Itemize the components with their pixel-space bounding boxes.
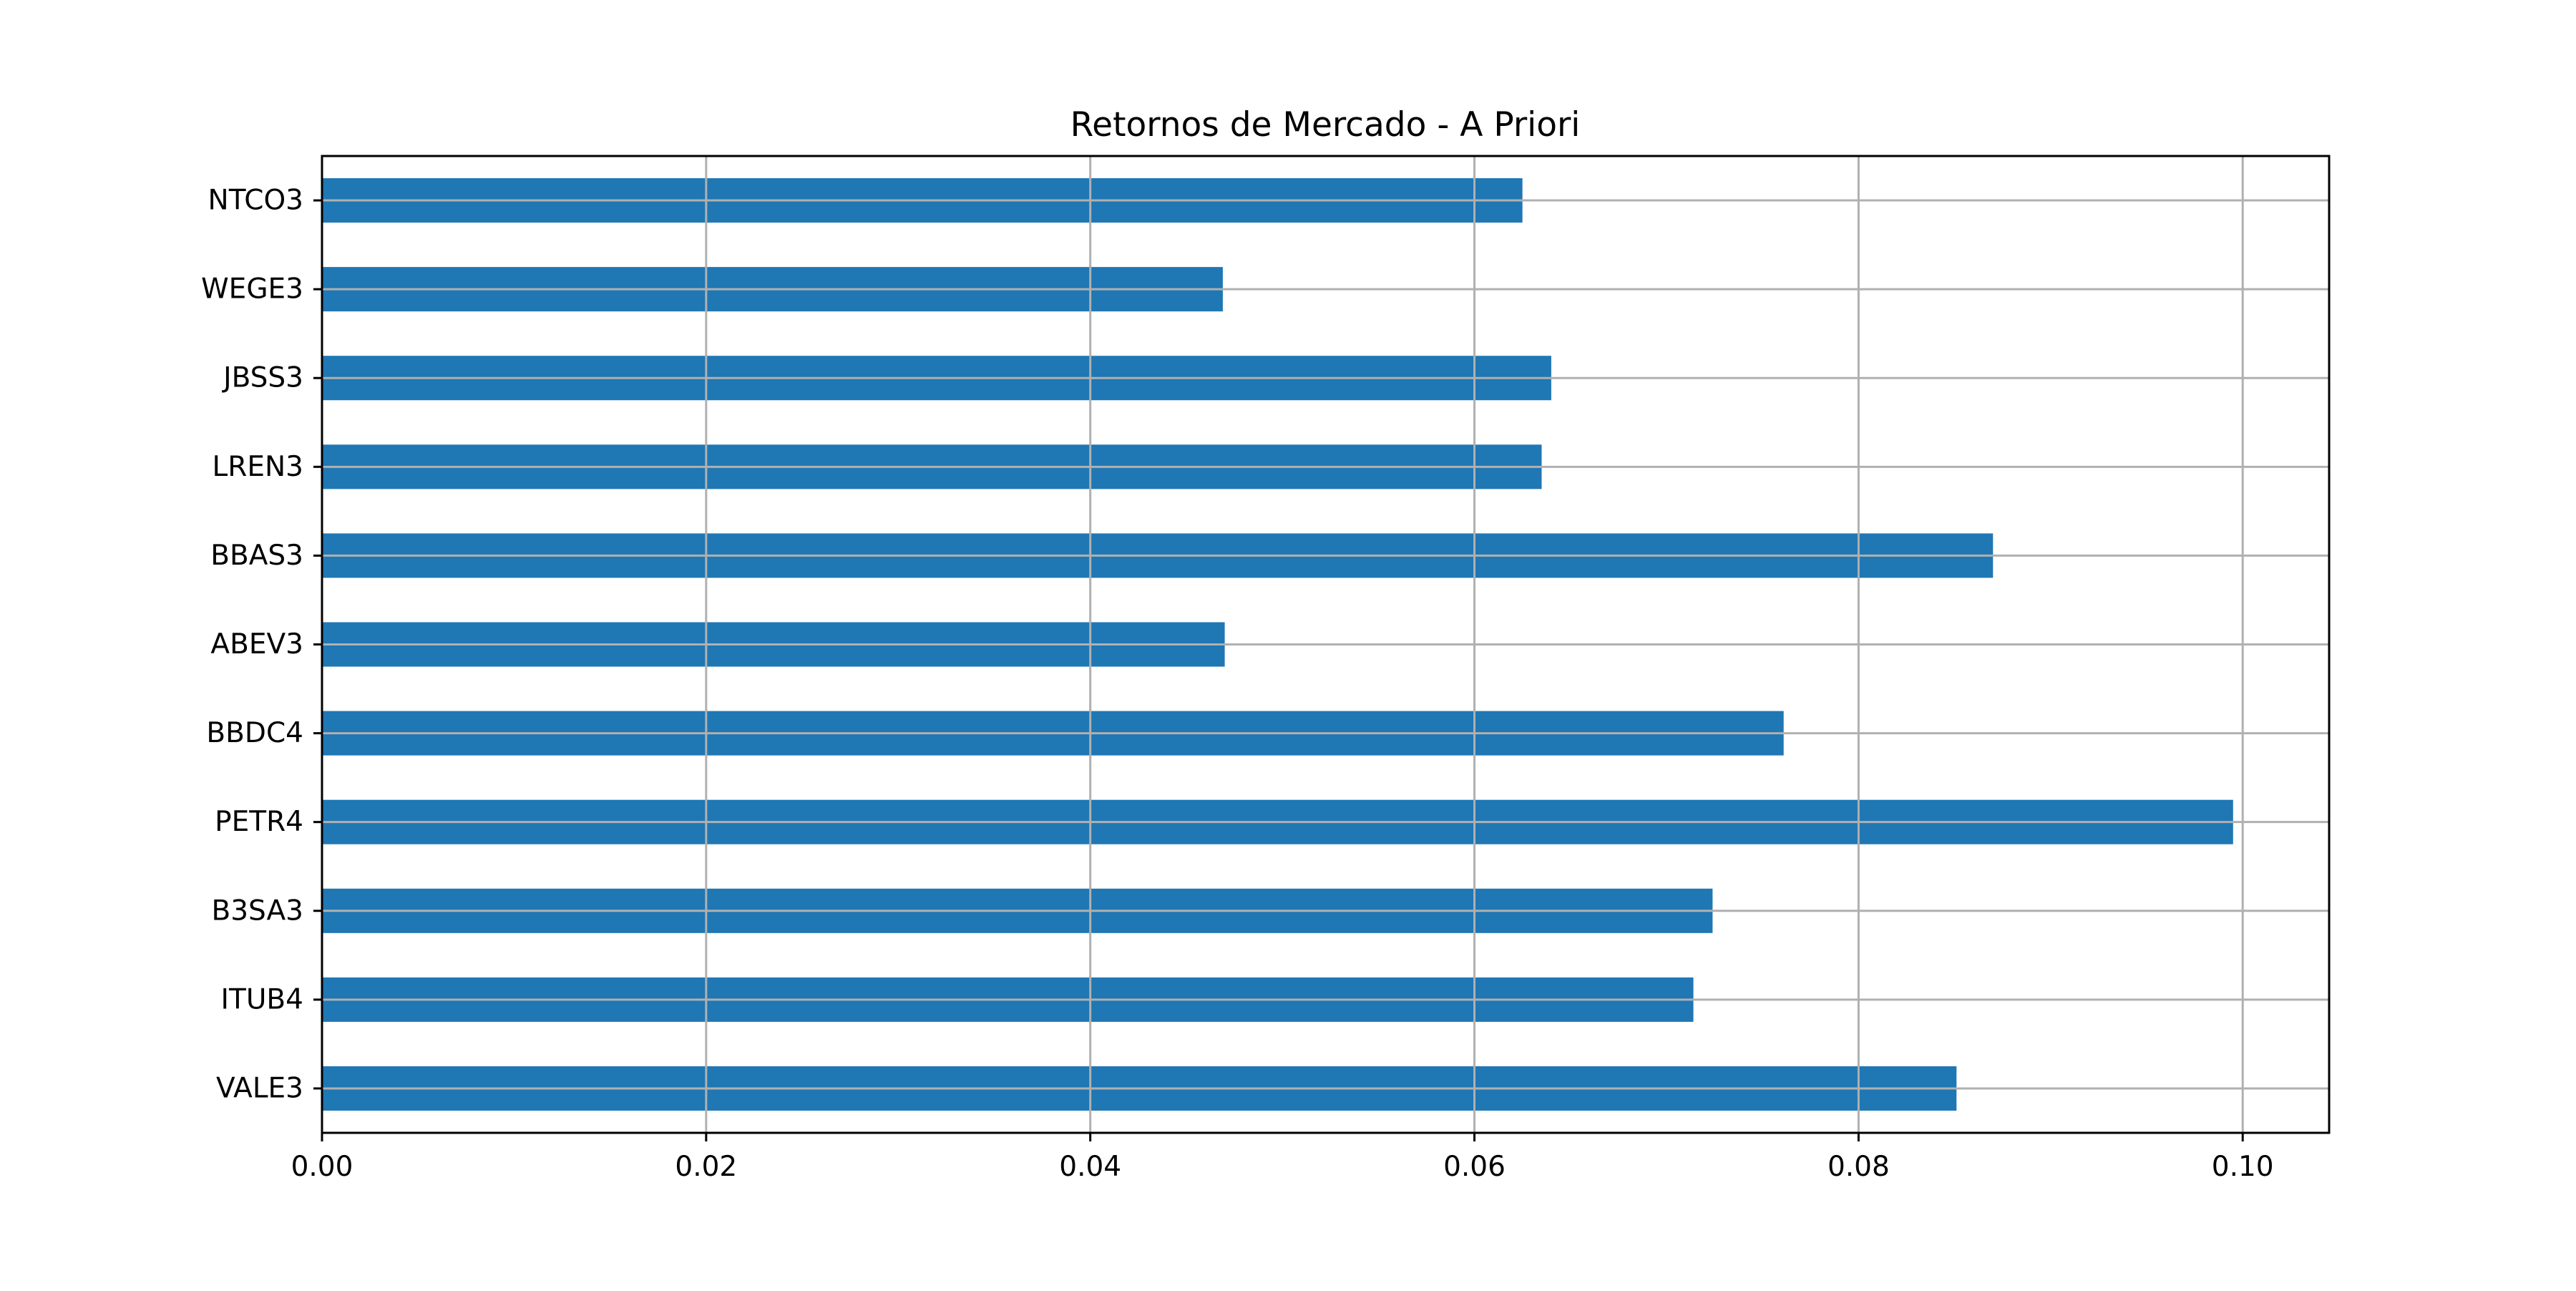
y-tick-label-abev3: ABEV3 [210, 628, 303, 661]
x-tick-label-0: 0.00 [291, 1151, 353, 1183]
y-tick-label-b3sa3: B3SA3 [211, 895, 303, 927]
x-tick-label-2: 0.04 [1059, 1151, 1121, 1183]
y-tick-label-bbas3: BBAS3 [210, 540, 303, 572]
chart-title: Retornos de Mercado - A Priori [1070, 105, 1581, 145]
grid-layer [321, 156, 2329, 1133]
x-tick-label-5: 0.10 [2212, 1151, 2274, 1183]
x-tick-label-3: 0.06 [1443, 1151, 1506, 1183]
y-axis: VALE3 ITUB4 B3SA3 PETR4 BBDC4 ABEV3 BBAS3 LREN3… [201, 185, 322, 1104]
x-tick-label-1: 0.02 [675, 1151, 737, 1183]
y-tick-label-ntco3: NTCO3 [208, 185, 303, 217]
y-tick-label-bbdc4: BBDC4 [206, 717, 303, 749]
y-tick-label-petr4: PETR4 [215, 806, 303, 838]
y-tick-label-jbss3: JBSS3 [221, 362, 303, 394]
y-tick-label-wege3: WEGE3 [201, 273, 303, 306]
x-axis: 0.00 0.02 0.04 0.06 0.08 0.10 [291, 1133, 2274, 1183]
y-tick-label-vale3: VALE3 [216, 1072, 303, 1104]
y-tick-label-lren3: LREN3 [213, 451, 303, 483]
x-tick-label-4: 0.08 [1828, 1151, 1890, 1183]
y-tick-label-itub4: ITUB4 [221, 983, 303, 1015]
